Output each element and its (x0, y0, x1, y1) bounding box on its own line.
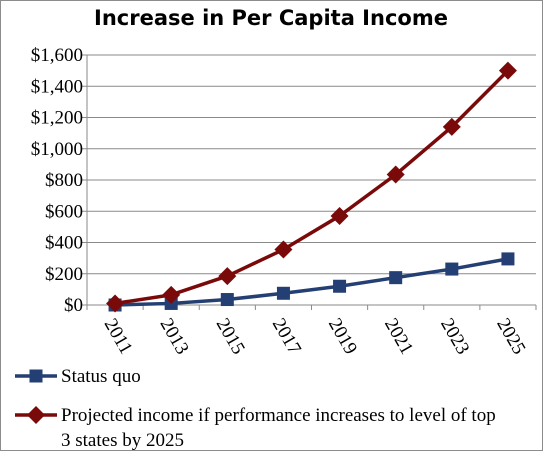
x-tick-label: 2015 (212, 315, 249, 358)
data-point (162, 285, 181, 304)
data-point (218, 267, 237, 286)
legend-item-1: Projected income if performance increase… (15, 405, 496, 451)
y-tick-label: $0 (64, 295, 83, 316)
grid-lines (87, 54, 536, 275)
data-point (220, 293, 234, 307)
legend-marker (29, 369, 43, 383)
series-line (114, 69, 510, 306)
y-tick-label: $200 (45, 264, 83, 285)
y-tick-label: $1,400 (31, 76, 83, 97)
data-point (333, 279, 347, 293)
legend-label: Projected income if performance increase… (61, 405, 496, 426)
y-tick-label: $1,200 (31, 108, 83, 129)
axes (82, 54, 537, 310)
y-tick-label: $600 (45, 201, 83, 222)
data-point (501, 252, 515, 266)
legend: Status quo Projected income if performanc… (15, 366, 496, 451)
data-point (498, 61, 517, 80)
x-tick-label: 2025 (492, 315, 529, 358)
data-point (276, 286, 290, 300)
data-point (442, 117, 461, 136)
y-tick-label: $800 (45, 170, 83, 191)
x-tick-label: 2023 (436, 315, 473, 358)
x-tick-label: 2011 (100, 315, 137, 358)
series-layer (106, 61, 517, 313)
series-line (115, 257, 509, 307)
x-tick-label: 2021 (380, 315, 417, 358)
data-point (330, 206, 349, 225)
x-tick-label: 2019 (324, 315, 361, 358)
data-point (274, 240, 293, 259)
chart-title: Increase in Per Capita Income (94, 6, 448, 30)
legend-label: Status quo (61, 366, 141, 387)
y-tick-label: $400 (45, 233, 83, 254)
legend-item-0: Status quo (15, 366, 141, 387)
data-point (106, 294, 125, 313)
x-tick-labels: 2011 2013 2015 2017 2019 2021 2023 2025 (100, 315, 530, 358)
legend-marker (27, 406, 45, 424)
data-point (389, 271, 403, 285)
data-point (445, 262, 459, 276)
y-tick-label: $1,000 (31, 139, 83, 160)
x-tick-label: 2017 (268, 315, 305, 358)
series-1 (106, 61, 517, 313)
x-tick-label: 2013 (156, 315, 193, 358)
y-tick-labels: $0 $200 $400 $600 $800 $1,000 $1,200 $1,400 $1,6… (31, 45, 83, 316)
legend-label: 3 states by 2025 (61, 430, 184, 451)
data-point (386, 165, 405, 184)
series-0 (108, 252, 515, 312)
y-tick-label: $1,600 (31, 45, 83, 66)
